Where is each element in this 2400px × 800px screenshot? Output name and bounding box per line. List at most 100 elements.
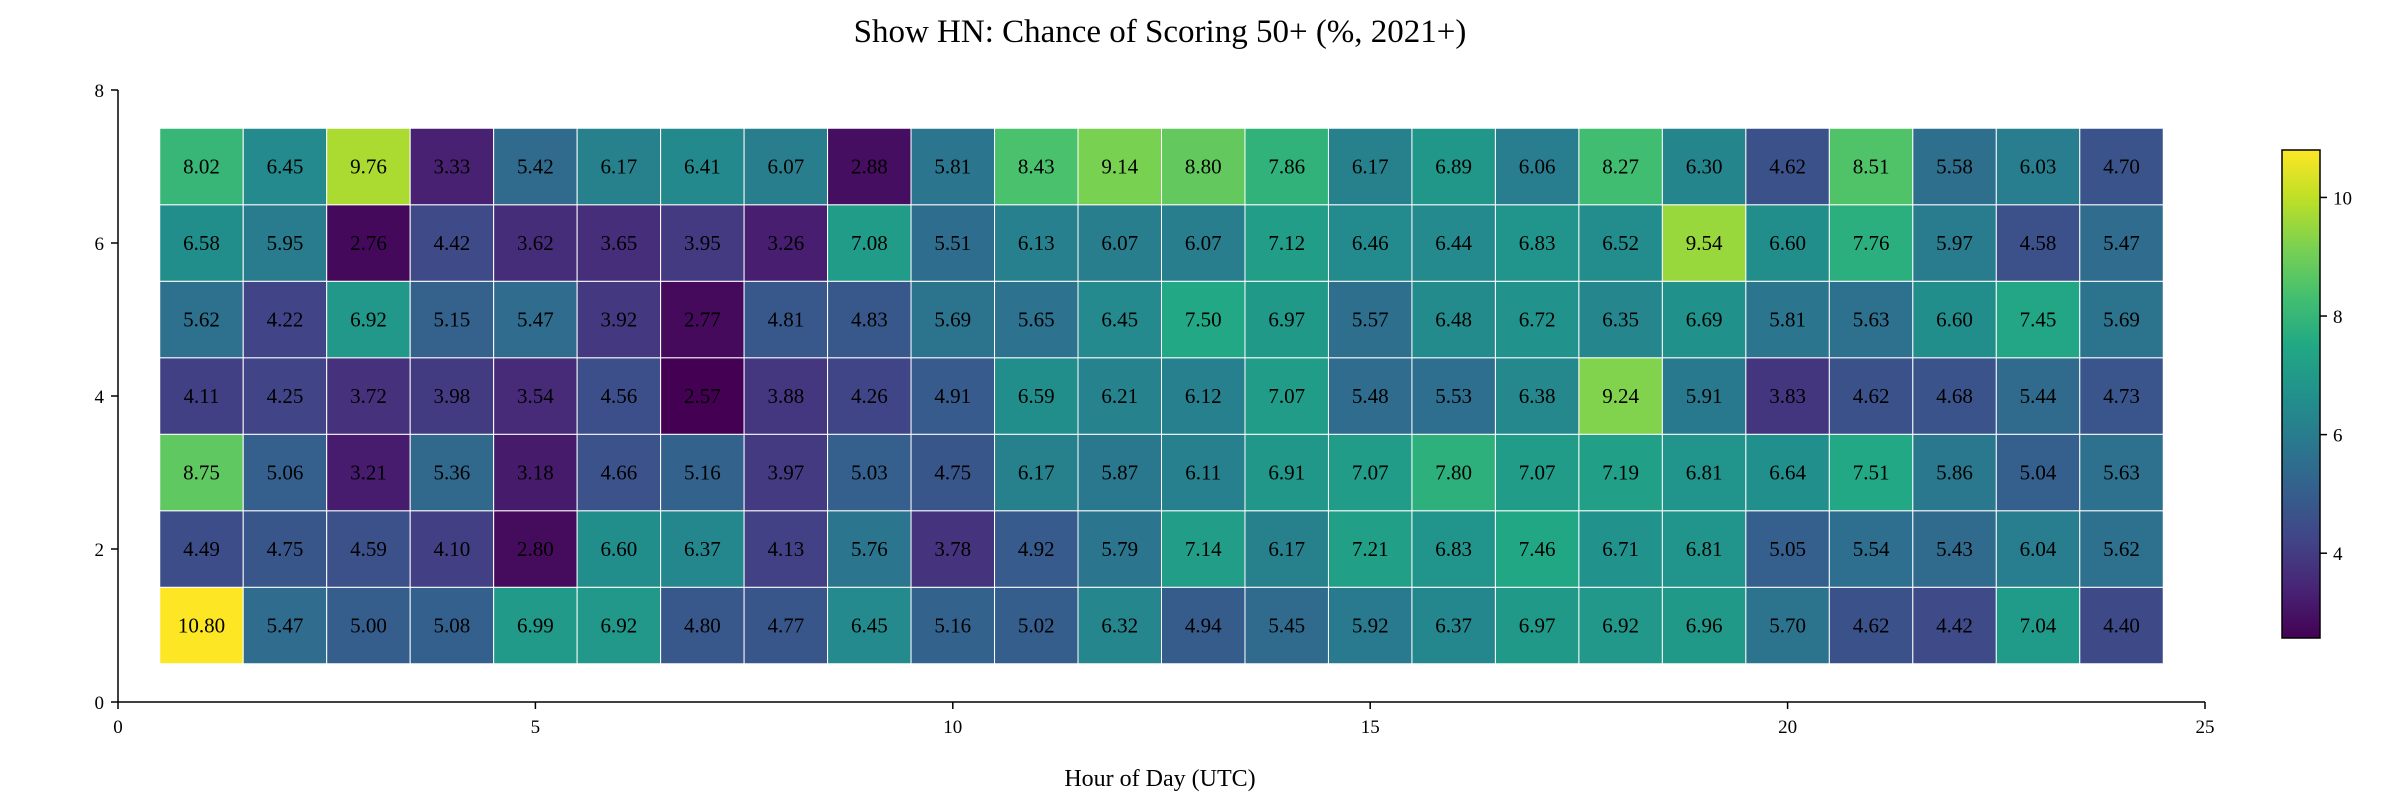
- heatmap-cell: [159, 510, 244, 588]
- cell-value-label: 5.62: [2103, 537, 2140, 561]
- cell-value-label: 6.48: [1435, 308, 1472, 332]
- cell-value-label: 7.51: [1853, 461, 1890, 485]
- heatmap-cell: [994, 433, 1079, 512]
- cell-value-label: 4.75: [267, 537, 304, 561]
- cell-value-label: 6.81: [1686, 537, 1723, 561]
- heatmap-cell: [1912, 280, 1997, 359]
- cell-value-label: 6.92: [601, 614, 638, 638]
- cell-value-label: 5.00: [350, 614, 387, 638]
- cell-value-label: 5.45: [1268, 614, 1305, 638]
- colorbar-tick-label: 6: [2333, 426, 2343, 447]
- cell-value-label: 7.21: [1352, 537, 1389, 561]
- cell-value-label: 4.83: [851, 308, 888, 332]
- heatmap-cell: [1578, 586, 1663, 665]
- cell-value-label: 6.46: [1352, 231, 1389, 255]
- cell-value-label: 7.86: [1268, 155, 1305, 179]
- heatmap-cell: [660, 586, 745, 665]
- heatmap-cell: [743, 586, 829, 665]
- heatmap-cell: [159, 204, 244, 282]
- heatmap-cell: [1745, 433, 1830, 512]
- heatmap-cell: [2079, 280, 2164, 359]
- cell-value-label: 5.02: [1018, 614, 1055, 638]
- heatmap-cell: [1745, 127, 1830, 206]
- heatmap-cell: [1661, 204, 1747, 282]
- cell-value-label: 6.44: [1435, 231, 1472, 255]
- cell-value-label: 6.92: [1602, 614, 1639, 638]
- cell-value-label: 5.47: [2103, 231, 2140, 255]
- heatmap-cell: [493, 204, 578, 282]
- cell-value-label: 3.54: [517, 384, 554, 408]
- heatmap-cell: [743, 127, 829, 206]
- heatmap-cell: [1578, 510, 1663, 588]
- cell-value-label: 7.76: [1853, 231, 1890, 255]
- cell-value-label: 4.92: [1018, 537, 1055, 561]
- cell-value-label: 6.89: [1435, 155, 1472, 179]
- cell-value-label: 6.17: [1018, 461, 1055, 485]
- cell-value-label: 7.80: [1435, 461, 1472, 485]
- y-tick-label: 6: [95, 234, 105, 255]
- cell-value-label: 6.06: [1519, 155, 1556, 179]
- heatmap-cell: [1828, 357, 1914, 435]
- heatmap-cell: [242, 433, 328, 512]
- cell-value-label: 5.95: [267, 231, 304, 255]
- cell-value-label: 8.43: [1018, 155, 1055, 179]
- heatmap-cell: [1327, 204, 1413, 282]
- heatmap-cell: [493, 510, 578, 588]
- cell-value-label: 3.62: [517, 231, 554, 255]
- heatmap-cell: [660, 204, 745, 282]
- cell-value-label: 5.53: [1435, 384, 1472, 408]
- cell-value-label: 6.07: [1101, 231, 1138, 255]
- cell-value-label: 5.42: [517, 155, 554, 179]
- heatmap-cell: [1411, 280, 1496, 359]
- heatmap-cell: [1327, 280, 1413, 359]
- heatmap-cell: [326, 280, 411, 359]
- colorbar-tick-label: 4: [2333, 544, 2343, 565]
- heatmap-cell: [1411, 127, 1496, 206]
- cell-value-label: 5.16: [934, 614, 971, 638]
- cell-value-label: 4.62: [1853, 614, 1890, 638]
- cell-value-label: 7.08: [851, 231, 888, 255]
- heatmap-cell: [242, 586, 328, 665]
- colorbar-tick-label: 8: [2333, 307, 2343, 328]
- cell-value-label: 7.07: [1268, 384, 1305, 408]
- cell-value-label: 8.27: [1602, 155, 1639, 179]
- cell-value-label: 4.81: [767, 308, 804, 332]
- cell-value-label: 4.70: [2103, 155, 2140, 179]
- heatmap-cell: [326, 510, 411, 588]
- heatmap-cell: [827, 586, 912, 665]
- cell-value-label: 9.76: [350, 155, 387, 179]
- cell-value-label: 4.42: [434, 231, 471, 255]
- cell-value-label: 6.11: [1185, 461, 1221, 485]
- cell-value-label: 7.19: [1602, 461, 1639, 485]
- cell-value-label: 3.78: [934, 537, 971, 561]
- cell-value-label: 8.51: [1853, 155, 1890, 179]
- heatmap-cell: [1578, 127, 1663, 206]
- heatmap-cell: [994, 127, 1079, 206]
- heatmap-cell: [1995, 280, 2081, 359]
- heatmap-cell: [1327, 357, 1413, 435]
- cell-value-label: 5.48: [1352, 384, 1389, 408]
- heatmap-cell: [1912, 357, 1997, 435]
- colorbar: 4 6 8 10: [2281, 149, 2352, 639]
- cell-value-label: 5.57: [1352, 308, 1389, 332]
- cell-value-label: 5.65: [1018, 308, 1055, 332]
- cell-value-label: 5.16: [684, 461, 721, 485]
- x-tick-label: 15: [1361, 717, 1380, 738]
- cell-value-label: 7.04: [2020, 614, 2057, 638]
- heatmap-cell: [994, 510, 1079, 588]
- cell-value-label: 6.17: [1352, 155, 1389, 179]
- heatmap-cell: [576, 433, 662, 512]
- cell-value-label: 4.66: [601, 461, 638, 485]
- cell-value-label: 6.69: [1686, 308, 1723, 332]
- heatmap-cell: [1828, 510, 1914, 588]
- cell-value-label: 2.57: [684, 384, 721, 408]
- cell-value-label: 7.14: [1185, 537, 1222, 561]
- cell-value-label: 3.95: [684, 231, 721, 255]
- x-tick-label: 10: [943, 717, 962, 738]
- cell-value-label: 5.63: [1853, 308, 1890, 332]
- heatmap-cell: [409, 280, 495, 359]
- cell-value-label: 3.98: [434, 384, 471, 408]
- cell-value-label: 3.97: [767, 461, 804, 485]
- cell-value-label: 6.81: [1686, 461, 1723, 485]
- heatmap-cell: [1995, 357, 2081, 435]
